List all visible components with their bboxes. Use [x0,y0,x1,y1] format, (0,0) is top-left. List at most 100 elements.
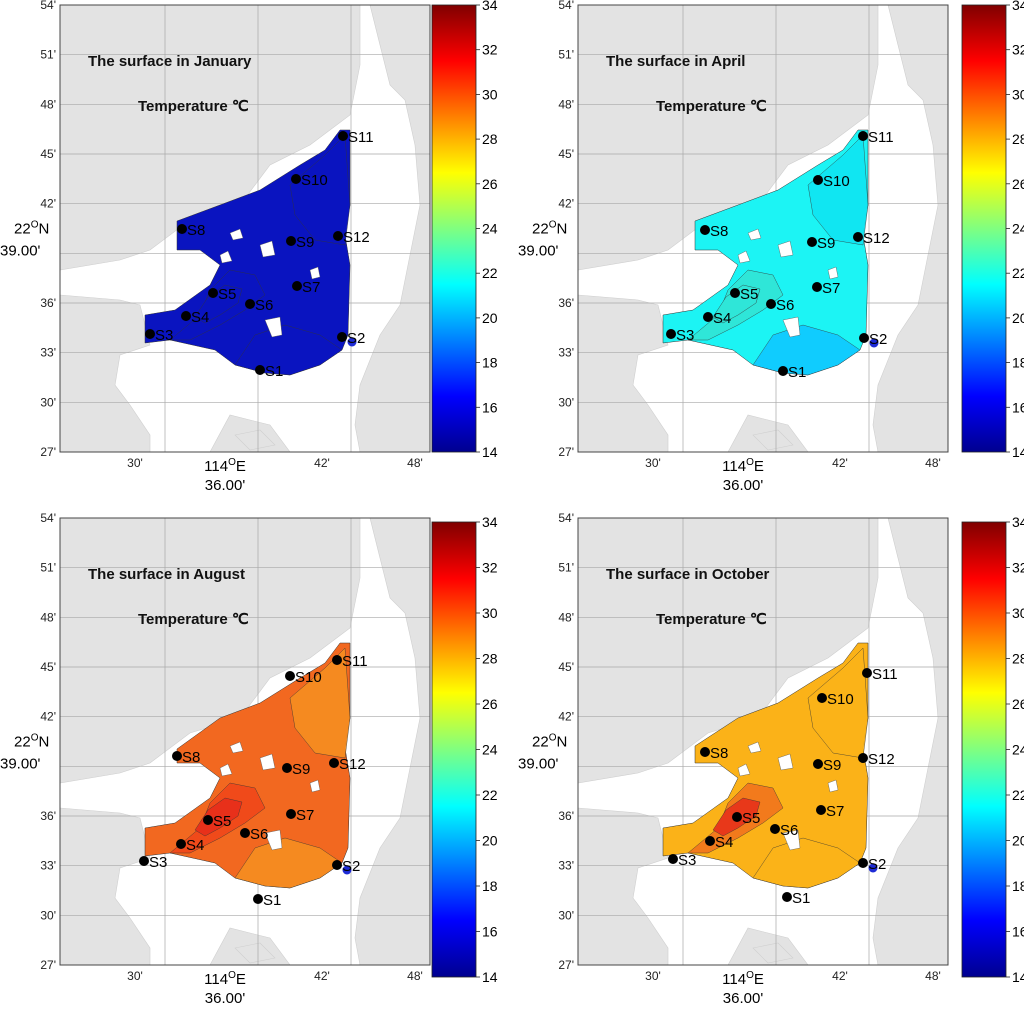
station-marker [812,282,822,292]
y-axis-label: 22ON [14,732,49,750]
panel-title: The surface in August [88,566,245,583]
colorbar-ticks: 14 16 18 20 22 24 26 28 30 32 34 [1006,514,1024,985]
station-marker [858,858,868,868]
map-panel: S1 S2 S3 S4 S5 S6 S7 S8 S9 S10 S11 S12 The surface i… [0,0,506,510]
station-label: S6 [780,822,798,839]
station-label: S5 [213,813,231,830]
y-tick-label: 45' [40,660,56,674]
station-marker [778,366,788,376]
colorbar-tick-label: 22 [1012,265,1024,281]
panel-subtitle: Temperature ℃ [138,611,249,628]
islands [219,228,321,338]
station-label: S3 [676,327,694,344]
station-marker [816,805,826,815]
station-label: S7 [296,807,314,824]
y-tick-label: 33' [558,346,574,360]
station-label: S6 [776,297,794,314]
y-axis-label: 22ON [532,219,567,237]
station-label: S1 [263,892,281,909]
station-label: S3 [678,852,696,869]
station-marker [770,824,780,834]
station-marker [332,655,342,665]
y-tick-label: 42' [558,197,574,211]
colorbar-tick-label: 20 [482,833,498,849]
colorbar-tick-label: 20 [482,310,498,326]
colorbar-ticks: 14 16 18 20 22 24 26 28 30 32 34 [476,514,498,985]
map-svg: S1 S2 S3 S4 S5 S6 S7 S8 S9 S10 S11 S12 The surface i… [0,0,498,494]
temperature-field [662,642,869,889]
x-tick-label: 30' [645,456,661,470]
colorbar-tick-label: 28 [1012,131,1024,147]
colorbar-tick-label: 14 [482,444,498,460]
station-marker [286,236,296,246]
colorbar-tick-label: 18 [482,355,498,371]
plot-frame [577,4,949,453]
y-tick-label: 48' [40,97,56,111]
station-marker [253,894,263,904]
y-tick-label: 33' [40,346,56,360]
station-marker [853,232,863,242]
station-marker [666,329,676,339]
colorbar-tick-label: 18 [1012,355,1024,371]
islands [219,741,321,851]
station-label: S8 [710,745,728,762]
colorbar-tick-label: 32 [1012,560,1024,576]
station-marker [208,288,218,298]
plot-frame [577,517,949,966]
station-marker [858,131,868,141]
station-label: S6 [250,826,268,843]
y-tick-label: 39.00' [0,242,41,259]
colorbar-tick-label: 26 [482,696,498,712]
station-label: S12 [863,230,890,247]
y-tick-label: 30' [558,908,574,922]
colorbar-tick-label: 24 [1012,221,1024,237]
colorbar-tick-label: 30 [482,605,498,621]
station-marker [329,758,339,768]
map-panel: S1 S2 S3 S4 S5 S6 S7 S8 S9 S10 S11 S12 The surface i… [518,0,1024,510]
y-tick-label: 45' [558,660,574,674]
y-tick-label: 48' [558,97,574,111]
y-tick-label: 33' [40,859,56,873]
colorbar-tick-label: 34 [482,0,498,13]
temperature-field [144,129,351,376]
colorbar-tick-label: 30 [482,86,498,102]
station-marker [292,281,302,291]
y-axis-label: 22ON [14,219,49,237]
station-label: S5 [742,810,760,827]
station-label: S1 [788,364,806,381]
station-label: S9 [292,761,310,778]
station-label: S6 [255,297,273,314]
x-tick-label: 42' [314,969,330,983]
station-label: S2 [869,331,887,348]
y-tick-label: 27' [40,445,56,459]
station-marker [333,231,343,241]
temperature-field [144,642,351,889]
station-marker [807,237,817,247]
colorbar-tick-label: 24 [1012,742,1024,758]
y-axis-ticks: 54' 51' 48' 45' 42' 36' 33' 30' 27' [40,0,56,459]
station-marker [858,753,868,763]
y-tick-label: 54' [558,511,574,525]
colorbar-tick-label: 28 [482,651,498,667]
y-tick-label: 39.00' [518,755,559,772]
station-label: S9 [817,235,835,252]
station-marker [177,224,187,234]
colorbar-tick-label: 16 [1012,399,1024,415]
x-axis-label: 114OE [204,457,246,475]
colorbar-ticks: 14 16 18 20 22 24 26 28 30 32 34 [476,0,498,460]
station-label: S4 [186,837,204,854]
station-label: S9 [296,234,314,251]
station-marker [291,174,301,184]
y-axis-ticks: 54' 51' 48' 45' 42' 36' 33' 30' 27' [558,0,574,459]
y-tick-label: 39.00' [518,242,559,259]
panel-subtitle: Temperature ℃ [656,98,767,115]
station-marker [668,854,678,864]
colorbar-tick-label: 14 [482,969,498,985]
station-marker [705,836,715,846]
y-tick-label: 51' [40,48,56,62]
stations: S1 S2 S3 S4 S5 S6 S7 S8 S9 S10 S11 S12 [139,653,368,909]
colorbar-tick-label: 24 [482,742,498,758]
x-tick-label: 36.00' [723,990,764,1007]
y-tick-label: 36' [40,809,56,823]
station-marker [730,288,740,298]
